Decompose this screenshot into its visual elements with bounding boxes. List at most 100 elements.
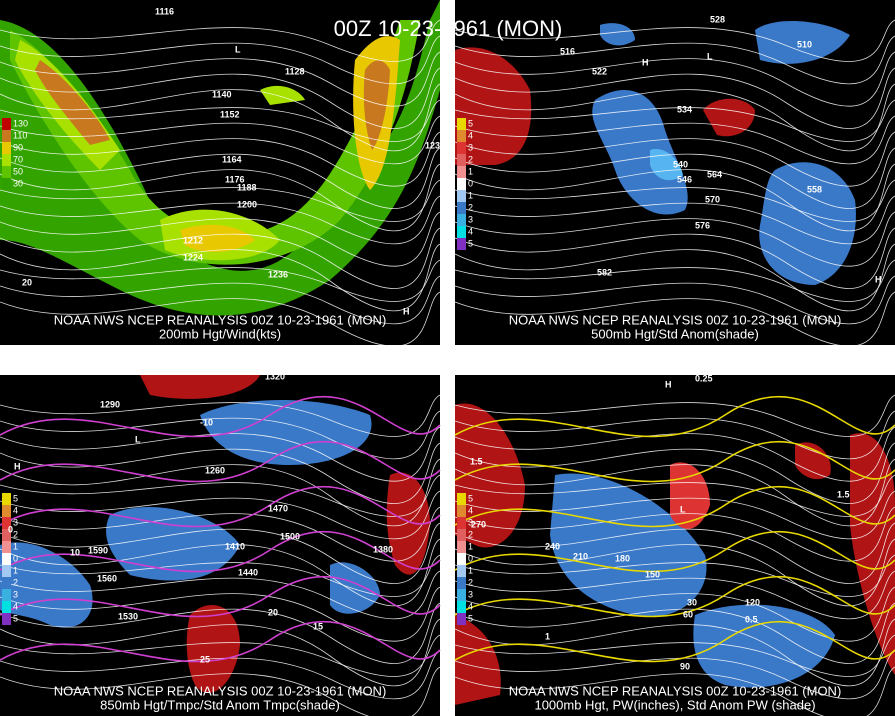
contour-label: 1560	[97, 573, 117, 583]
legend-swatch	[2, 517, 11, 529]
contour-label: 564	[707, 169, 722, 179]
contour-label: 558	[807, 184, 822, 194]
legend-label: 4	[468, 130, 473, 140]
contour-label: H	[403, 306, 410, 316]
panel-200mb: 130 110 90 70 50 30 1116 1128 1140 1152 1164 117611…	[0, 0, 445, 347]
contour-label: L	[707, 51, 713, 61]
legend-swatch	[457, 226, 466, 238]
contour-line	[454, 586, 895, 642]
contour-line	[0, 522, 441, 584]
legend-label: 2	[468, 529, 473, 539]
legend-label: 2	[468, 154, 473, 164]
contour-line	[454, 211, 895, 267]
contour-label: 25	[200, 654, 210, 664]
panel-caption: NOAA NWS NCEP REANALYSIS 00Z 10-23-1961 …	[509, 683, 842, 698]
contour-label: 210	[573, 551, 588, 561]
legend-label: 2	[13, 577, 18, 587]
contour-line	[454, 195, 895, 245]
legend-label: 110	[13, 130, 27, 140]
contour-label: 1140	[212, 89, 232, 99]
legend-swatch	[457, 565, 466, 577]
legend-label: 4	[468, 505, 473, 515]
contour-label: 576	[695, 220, 710, 230]
contour-label: 1.5	[470, 456, 483, 466]
legend-label: 1	[13, 565, 18, 575]
contour-line	[454, 99, 895, 142]
contour-label: 1440	[238, 567, 258, 577]
legend-swatch	[2, 565, 11, 577]
contour-line	[454, 131, 895, 187]
legend-label: 3	[468, 214, 473, 224]
contour-label: H	[875, 274, 882, 284]
legend-label: 50	[13, 166, 23, 176]
contour-label: 1470	[268, 503, 288, 513]
legend-swatch	[457, 130, 466, 142]
legend-label: 2	[468, 202, 473, 212]
legend-label: 5	[13, 493, 18, 503]
legend-swatch	[457, 142, 466, 154]
contour-line	[454, 259, 895, 302]
contour-line	[0, 666, 441, 716]
panel-caption: NOAA NWS NCEP REANALYSIS 00Z 10-23-1961 …	[509, 312, 842, 327]
isotherm-line	[454, 440, 895, 483]
contour-label: 540	[673, 159, 688, 169]
contour-line	[0, 35, 441, 85]
contour-line	[454, 227, 895, 289]
contour-line	[454, 618, 895, 687]
contour-line	[454, 538, 895, 607]
legend-label: 3	[468, 589, 473, 599]
contour-line	[0, 474, 441, 517]
contour-line	[0, 195, 441, 245]
contour-label: H	[665, 379, 672, 389]
legend-swatch	[2, 541, 11, 553]
legend-swatch	[457, 553, 466, 565]
legend-label: 1	[468, 541, 473, 551]
legend-label: 3	[468, 142, 473, 152]
contour-line	[0, 163, 441, 232]
contour-label: 120	[745, 597, 760, 607]
contour-line	[454, 275, 895, 325]
contour-label: 1236	[425, 140, 445, 150]
contour-line	[454, 602, 895, 664]
legend-swatch	[2, 589, 11, 601]
contour-line	[454, 570, 895, 620]
contour-label: 1410	[225, 541, 245, 551]
contour-line	[0, 99, 441, 142]
legend-swatch	[2, 154, 11, 166]
legend-label: 90	[13, 142, 23, 152]
legend-label: 30	[13, 178, 23, 188]
contour-line	[0, 618, 441, 687]
legend-swatch	[2, 178, 11, 190]
contour-line	[454, 147, 895, 209]
legend-label: 2	[468, 577, 473, 587]
isotherm-line	[0, 440, 441, 483]
isotherm-line	[0, 575, 441, 618]
contour-line	[454, 51, 895, 107]
contour-line	[454, 666, 895, 716]
legend-label: 1	[468, 565, 473, 575]
contour-line	[0, 426, 441, 482]
contour-line	[454, 163, 895, 232]
contour-label: 10	[70, 547, 80, 557]
contour-label: 20	[268, 607, 278, 617]
legend-label: 3	[468, 517, 473, 527]
legend-label: 4	[468, 601, 473, 611]
legend-swatch	[457, 118, 466, 130]
legend-swatch	[457, 529, 466, 541]
contour-line	[0, 259, 441, 302]
contour-line	[0, 458, 441, 527]
legend-label: 4	[468, 226, 473, 236]
legend-swatch	[457, 577, 466, 589]
legend-label: 5	[468, 118, 473, 128]
contour-label: 1290	[100, 399, 120, 409]
contour-line	[0, 51, 441, 107]
legend-label: 5	[468, 238, 473, 248]
contour-label: 1200	[237, 199, 257, 209]
contour-line	[454, 291, 895, 347]
contour-line	[0, 538, 441, 607]
contour-label: 1590	[88, 545, 108, 555]
contour-line	[0, 147, 441, 209]
panel-caption: NOAA NWS NCEP REANALYSIS 00Z 10-23-1961 …	[54, 683, 387, 698]
legend-label: 1	[13, 541, 18, 551]
